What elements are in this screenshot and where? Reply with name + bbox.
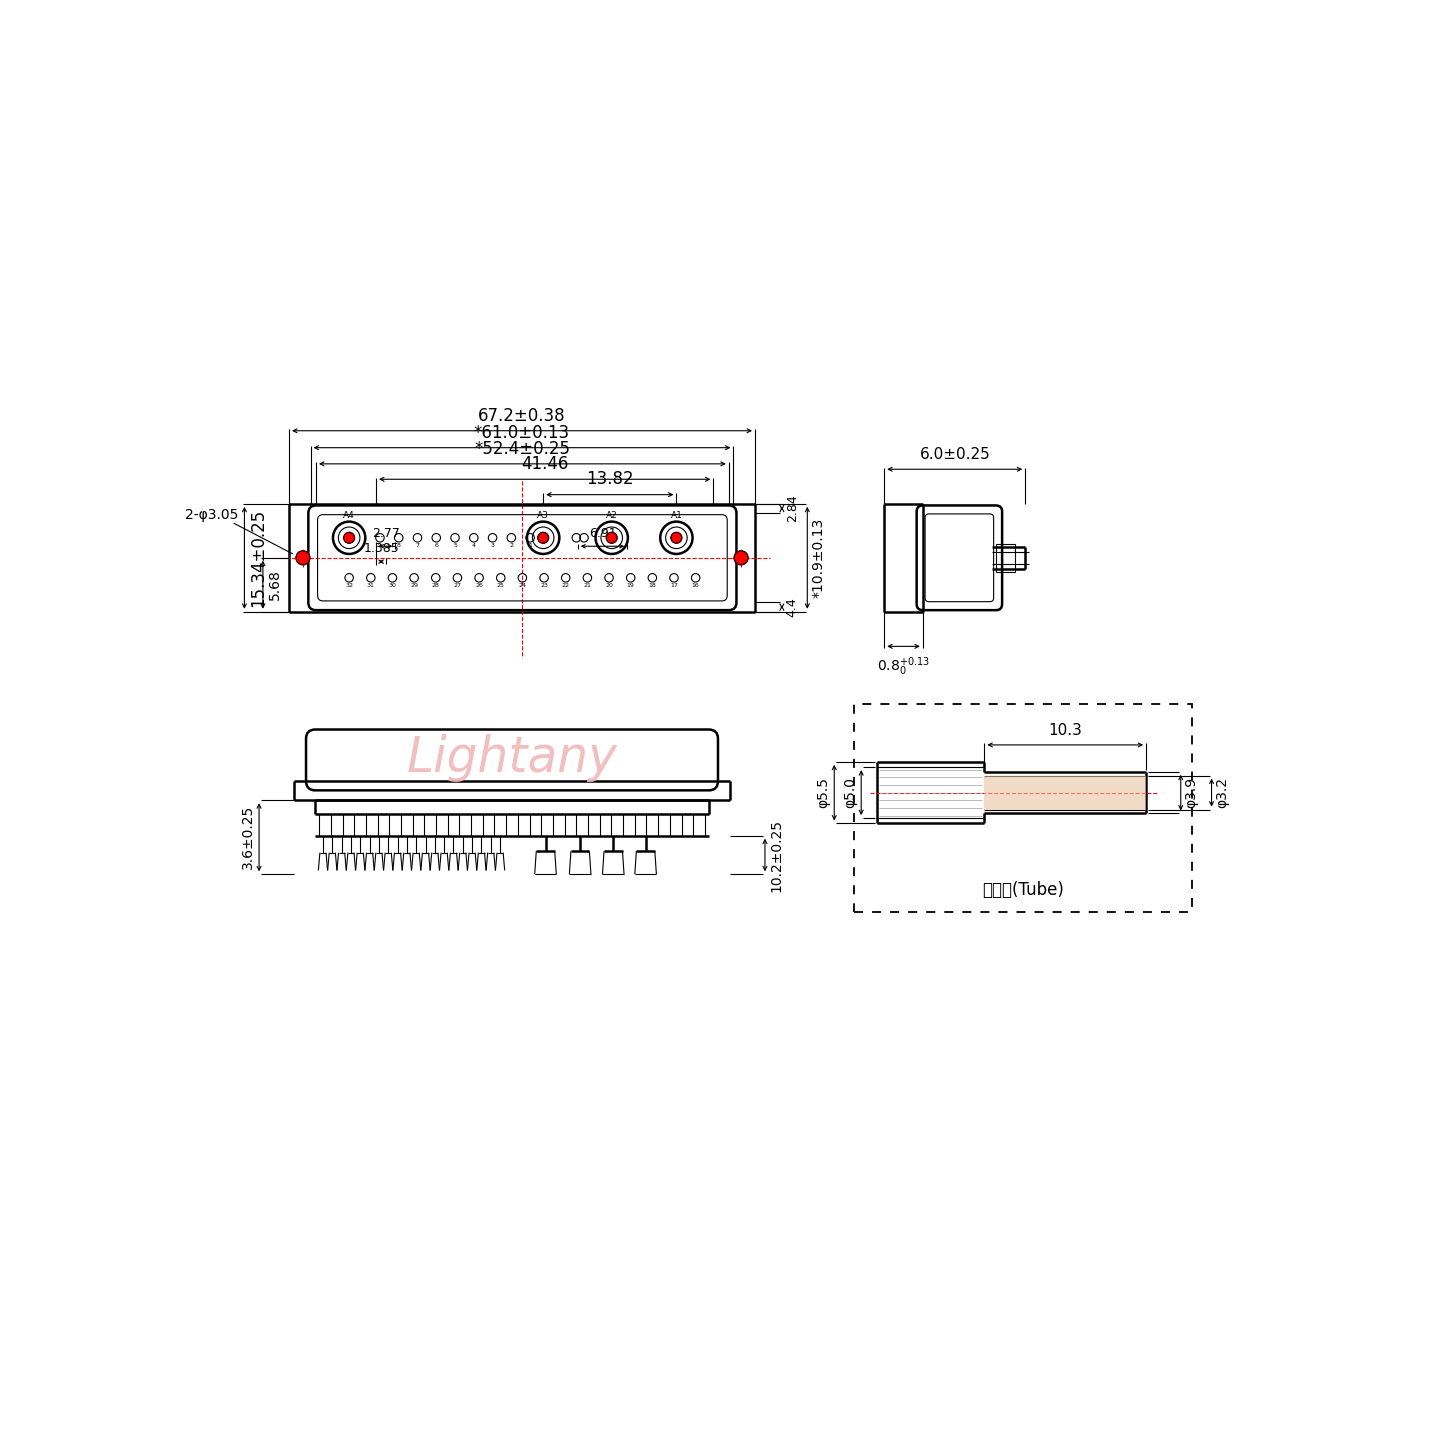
- Text: 4: 4: [472, 543, 475, 547]
- Text: Lightany: Lightany: [406, 734, 618, 782]
- Text: 41.46: 41.46: [521, 455, 569, 474]
- Text: 19: 19: [626, 583, 635, 588]
- Text: 17: 17: [670, 583, 678, 588]
- Text: 7: 7: [416, 543, 419, 547]
- Text: 2.84: 2.84: [786, 495, 799, 523]
- Text: 15.34±0.25: 15.34±0.25: [249, 508, 266, 606]
- Text: 1.385: 1.385: [363, 543, 399, 556]
- Text: 23: 23: [540, 583, 549, 588]
- Text: 22: 22: [562, 583, 570, 588]
- Text: 5: 5: [454, 543, 456, 547]
- Text: 屏蔽管(Tube): 屏蔽管(Tube): [982, 881, 1064, 900]
- Circle shape: [344, 533, 354, 543]
- Text: 28: 28: [432, 583, 439, 588]
- Text: 5.68: 5.68: [268, 569, 282, 600]
- Text: 29: 29: [410, 583, 418, 588]
- Text: 2-φ3.05: 2-φ3.05: [186, 508, 239, 523]
- Text: 13.82: 13.82: [586, 471, 634, 488]
- Text: φ3.9: φ3.9: [1185, 778, 1198, 808]
- Text: 3: 3: [491, 543, 494, 547]
- Circle shape: [734, 552, 747, 564]
- Text: 32: 32: [346, 583, 353, 588]
- Text: A4: A4: [343, 511, 356, 520]
- Text: A2: A2: [606, 511, 618, 520]
- Text: *61.0±0.13: *61.0±0.13: [474, 423, 570, 442]
- Text: A1: A1: [671, 511, 683, 520]
- Text: 10.3: 10.3: [1048, 723, 1083, 737]
- Text: 24: 24: [518, 583, 527, 588]
- Text: 2: 2: [510, 543, 513, 547]
- Text: 10.2±0.25: 10.2±0.25: [769, 818, 783, 891]
- Text: φ3.2: φ3.2: [1215, 778, 1230, 808]
- Circle shape: [297, 552, 310, 564]
- Text: 30: 30: [389, 583, 396, 588]
- Text: *10.9±0.13: *10.9±0.13: [812, 517, 827, 598]
- Text: *52.4±0.25: *52.4±0.25: [474, 439, 570, 458]
- Text: 6: 6: [435, 543, 438, 547]
- Circle shape: [537, 533, 549, 543]
- Text: 18: 18: [648, 583, 657, 588]
- Text: 21: 21: [583, 583, 592, 588]
- Text: 67.2±0.38: 67.2±0.38: [478, 406, 566, 425]
- Text: 6.0±0.25: 6.0±0.25: [919, 448, 991, 462]
- Text: 26: 26: [475, 583, 482, 588]
- Text: φ5.0: φ5.0: [844, 778, 857, 808]
- Text: 1: 1: [528, 543, 531, 547]
- Text: A3: A3: [537, 511, 549, 520]
- Text: φ5.5: φ5.5: [816, 778, 831, 808]
- Circle shape: [671, 533, 681, 543]
- Text: 3.6±0.25: 3.6±0.25: [240, 805, 255, 870]
- Text: 25: 25: [497, 583, 504, 588]
- Text: 8: 8: [397, 543, 400, 547]
- Circle shape: [606, 533, 618, 543]
- Bar: [996, 544, 1015, 572]
- Text: 9: 9: [377, 543, 382, 547]
- Text: 16: 16: [691, 583, 700, 588]
- Bar: [985, 776, 1146, 809]
- Text: 4.4: 4.4: [786, 598, 799, 616]
- Text: 6.91: 6.91: [589, 527, 616, 540]
- Text: $0.8^{+0.13}_{0}$: $0.8^{+0.13}_{0}$: [877, 655, 930, 678]
- Text: 31: 31: [367, 583, 374, 588]
- Bar: [854, 704, 1192, 912]
- Text: 20: 20: [605, 583, 613, 588]
- Text: 27: 27: [454, 583, 461, 588]
- Text: 2.77: 2.77: [372, 527, 400, 540]
